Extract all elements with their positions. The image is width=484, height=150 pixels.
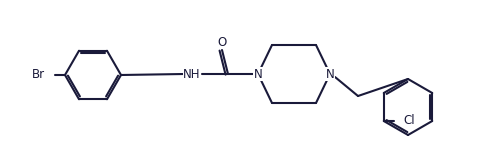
Text: NH: NH: [183, 68, 201, 81]
Text: Cl: Cl: [404, 114, 415, 128]
Text: O: O: [217, 36, 227, 48]
Text: N: N: [254, 68, 262, 81]
Text: N: N: [326, 68, 334, 81]
Text: Br: Br: [32, 69, 45, 81]
